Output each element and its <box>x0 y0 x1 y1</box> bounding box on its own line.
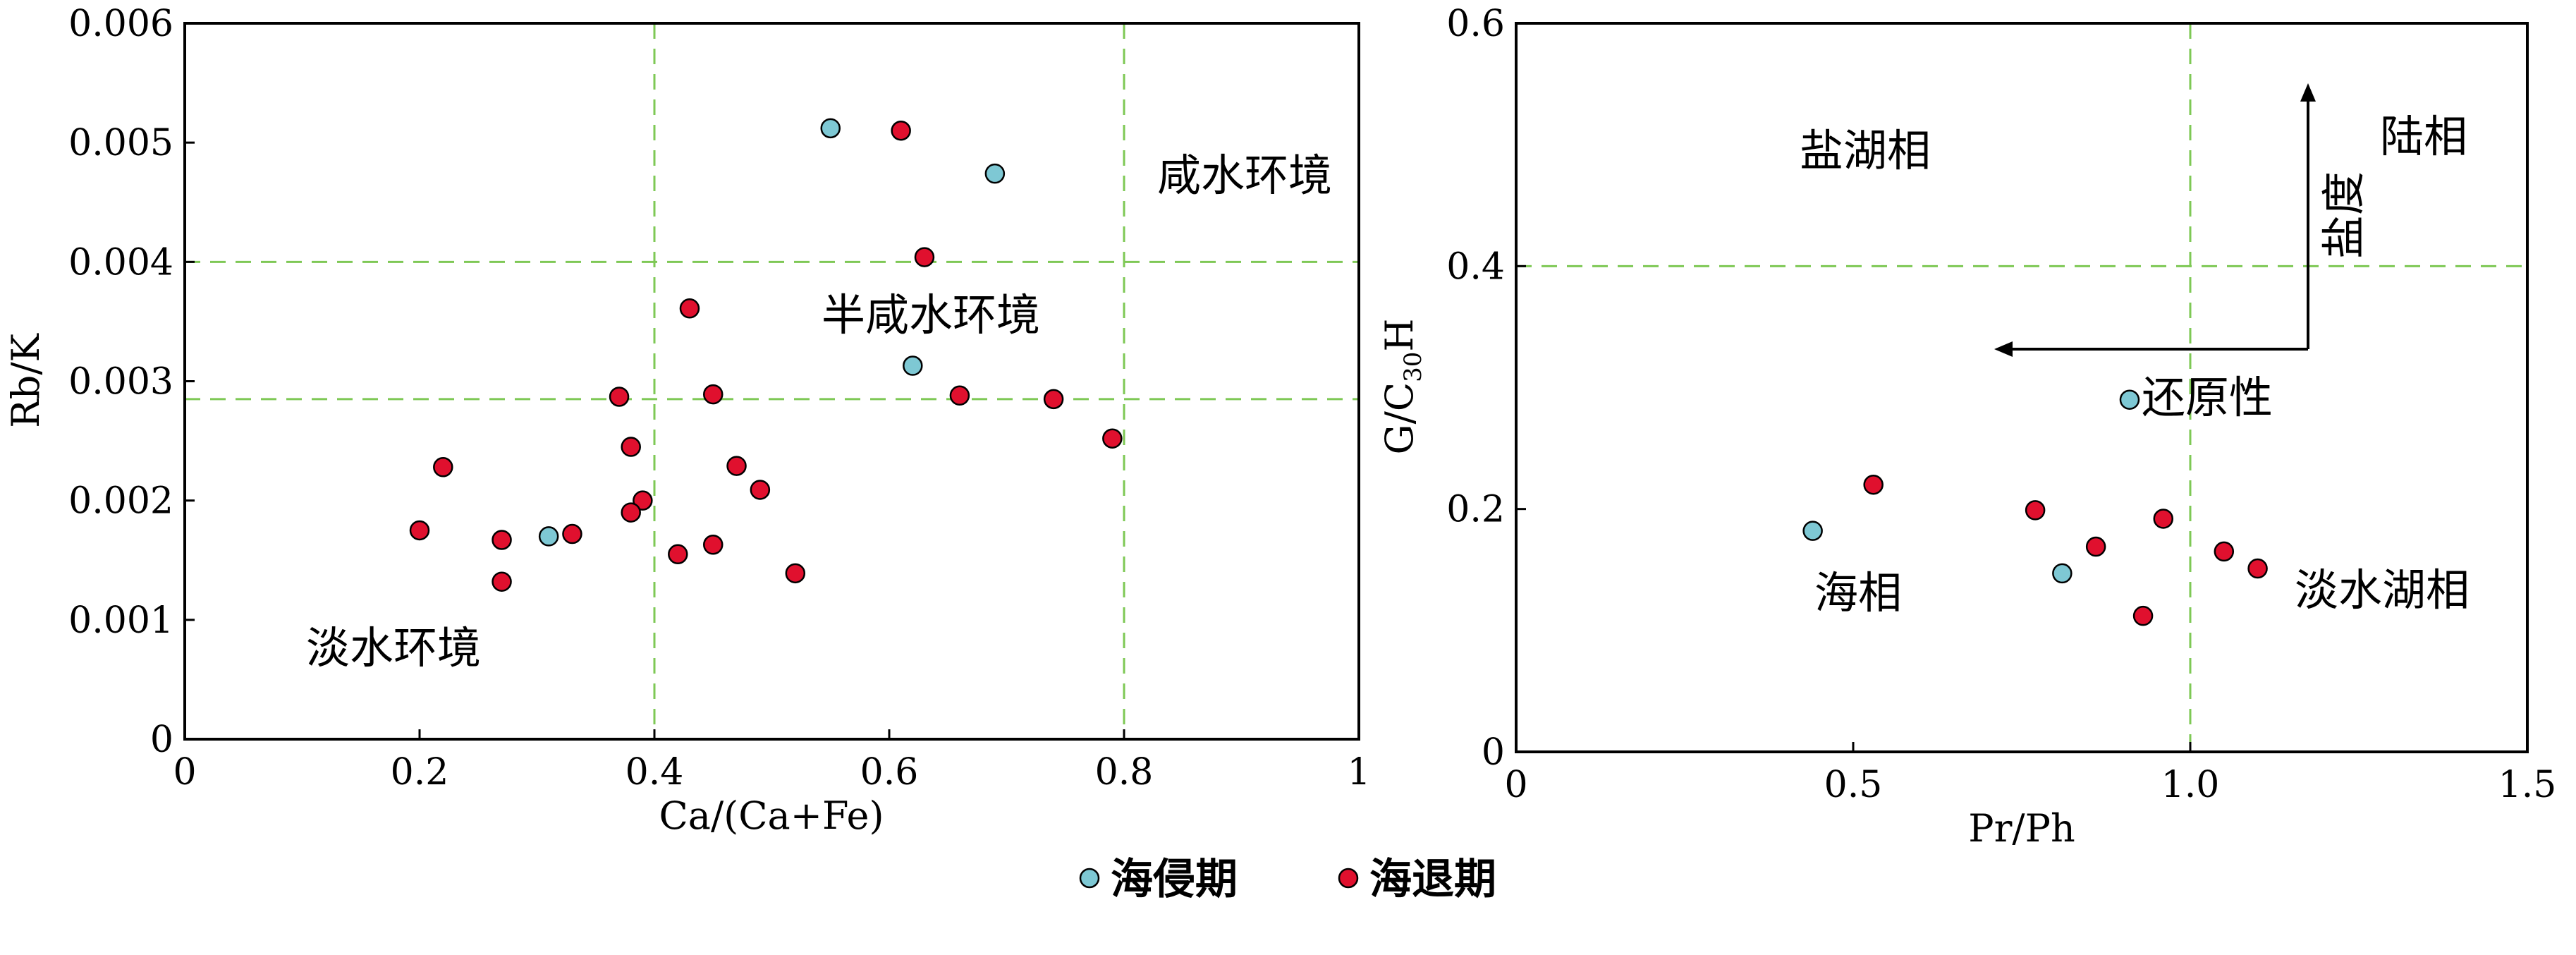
point-regression <box>562 523 582 545</box>
label-salinity: 盐度 <box>2318 171 2369 259</box>
region-saline: 咸水环境 <box>1157 150 1332 201</box>
salinity-arrow <box>2300 83 2316 349</box>
y-tick-label: 0.005 <box>68 122 173 164</box>
point-regression <box>433 457 453 478</box>
guide-lines <box>185 23 1359 739</box>
legend-marker-regression <box>1338 868 1359 889</box>
y-tick-label: 0.2 <box>1446 489 1505 531</box>
y-tick-label: 0.6 <box>1446 3 1505 45</box>
region-marine: 海相 <box>1814 567 1902 619</box>
y-axis-label: G/C30H <box>1377 318 1427 454</box>
point-regression <box>2214 541 2235 562</box>
point-regression <box>679 298 700 319</box>
y-axis-label-tail: H <box>1377 318 1422 351</box>
x-tick-label: 0.8 <box>1095 751 1154 793</box>
x-tick-label: 0.2 <box>391 751 449 793</box>
point-regression <box>668 544 688 565</box>
y-axis-label-main: G/C <box>1377 382 1422 455</box>
x-tick-label: 1.5 <box>2498 764 2557 806</box>
point-transgression <box>2119 389 2140 410</box>
y-axis-label-subscript: 30 <box>1399 352 1427 382</box>
point-regression <box>703 535 724 555</box>
point-regression <box>621 502 641 523</box>
y-tick-label: 0.004 <box>68 241 173 284</box>
legend-item-regression: 海退期 <box>1338 855 1496 904</box>
guide-lines <box>1516 23 2527 752</box>
y-tick-labels: 0 0.001 0.002 0.003 0.004 0.005 0.006 <box>68 3 195 761</box>
reducing-arrow <box>1994 341 2308 357</box>
plot-frame <box>1515 22 2529 753</box>
y-tick-label: 0.001 <box>68 600 173 642</box>
point-regression <box>914 247 935 267</box>
point-regression <box>1043 389 1064 410</box>
point-transgression <box>903 355 923 376</box>
region-continental: 陆相 <box>2380 111 2467 162</box>
point-regression <box>633 490 653 511</box>
y-tick-labels: 0 0.2 0.4 0.6 <box>1446 3 1526 774</box>
legend-item-transgression: 海侵期 <box>1079 855 1238 904</box>
x-tick-label: 0.6 <box>860 751 919 793</box>
point-regression <box>703 384 724 405</box>
legend: 海侵期 海退期 <box>1079 855 1496 904</box>
point-regression <box>2153 509 2174 529</box>
x-tick-label: 1.0 <box>2161 764 2220 806</box>
point-regression <box>2132 605 2154 626</box>
y-tick-label: 0.003 <box>68 361 173 403</box>
x-tick-labels: 0 0.5 1.0 1.5 <box>1504 742 2556 806</box>
point-regression <box>726 456 747 476</box>
point-regression <box>1102 428 1123 449</box>
point-regression <box>621 437 641 457</box>
point-regression <box>1863 474 1884 495</box>
data-points <box>409 118 1123 592</box>
point-regression <box>949 385 970 406</box>
x-tick-label: 0 <box>1504 764 1527 806</box>
point-regression <box>2085 536 2106 557</box>
y-axis-label: Rb/K <box>4 332 48 427</box>
data-points <box>1802 389 2268 626</box>
label-reducing: 还原性 <box>2142 372 2273 423</box>
point-transgression <box>538 526 559 547</box>
x-tick-label: 0.4 <box>625 751 684 793</box>
x-axis-label: Pr/Ph <box>1968 806 2075 851</box>
point-regression <box>891 121 911 141</box>
point-regression <box>750 480 771 500</box>
point-transgression <box>820 118 841 139</box>
y-tick-label: 0.006 <box>68 3 173 45</box>
region-salt-lake: 盐湖相 <box>1800 125 1931 176</box>
region-freshwater-lake: 淡水湖相 <box>2295 564 2470 616</box>
x-tick-labels: 0 0.2 0.4 0.6 0.8 1 <box>173 729 1371 793</box>
point-regression <box>785 563 806 584</box>
legend-label-transgression: 海侵期 <box>1111 855 1238 904</box>
point-transgression <box>2052 563 2073 584</box>
region-freshwater: 淡水环境 <box>306 622 481 674</box>
y-tick-label: 0.4 <box>1446 245 1505 288</box>
x-tick-label: 0.5 <box>1824 764 1883 806</box>
y-tick-label: 0.002 <box>68 480 173 523</box>
x-tick-label: 0 <box>173 751 196 793</box>
point-regression <box>609 387 630 407</box>
point-regression <box>492 571 512 592</box>
x-axis-label: Ca/(Ca+Fe) <box>659 793 884 838</box>
chart-rbk-vs-ca: 0 0.2 0.4 0.6 0.8 1 0 0.001 0.002 0.003 0.004 0.00… <box>4 3 1371 838</box>
legend-marker-transgression <box>1079 868 1100 889</box>
point-transgression <box>984 163 1006 184</box>
point-regression <box>2247 558 2268 579</box>
x-tick-label: 1 <box>1347 751 1370 793</box>
region-brackish: 半咸水环境 <box>822 289 1040 341</box>
legend-label-regression: 海退期 <box>1369 855 1496 904</box>
point-transgression <box>1802 521 1823 541</box>
point-regression <box>409 520 430 541</box>
y-tick-label: 0 <box>150 719 173 761</box>
chart-gammacerane-vs-prph: 0 0.5 1.0 1.5 0 0.2 0.4 0.6 Pr/Ph G/C30H 盐湖相 陆… <box>1377 3 2556 851</box>
point-regression <box>2025 500 2046 521</box>
y-tick-label: 0 <box>1482 731 1505 774</box>
point-regression <box>492 530 512 550</box>
